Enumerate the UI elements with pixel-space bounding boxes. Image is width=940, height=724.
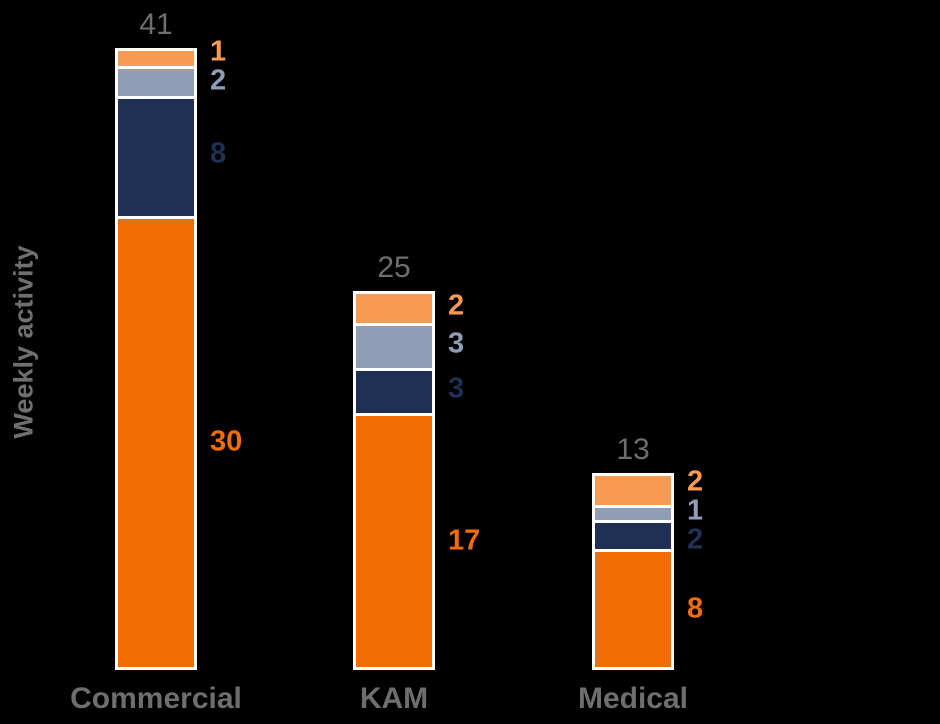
bar-segment-primary-orange — [595, 549, 671, 667]
value-label-primary-orange: 30 — [210, 425, 243, 458]
value-label-primary-orange: 8 — [687, 592, 704, 625]
total-label-commercial: 41 — [139, 7, 173, 41]
value-label-dark-navy: 3 — [448, 372, 465, 405]
bar-medical — [592, 472, 674, 670]
bar-segment-blue-gray — [356, 323, 432, 369]
bar-segment-primary-orange — [356, 413, 432, 667]
total-label-kam: 25 — [377, 250, 411, 284]
bar-segment-dark-navy — [356, 368, 432, 413]
value-label-primary-orange: 17 — [448, 524, 481, 557]
bar-segment-dark-navy — [118, 95, 194, 216]
value-label-dark-navy: 8 — [210, 137, 227, 170]
bar-commercial — [115, 47, 197, 670]
bar-segment-light-orange — [356, 293, 432, 324]
bar-segment-light-orange — [595, 475, 671, 506]
value-label-blue-gray: 2 — [210, 64, 227, 97]
category-label-commercial: Commercial — [70, 682, 242, 715]
bar-segment-blue-gray — [595, 505, 671, 520]
value-label-light-orange: 2 — [687, 465, 704, 498]
value-label-light-orange: 2 — [448, 289, 465, 322]
category-label-medical: Medical — [577, 682, 689, 715]
bar-segment-primary-orange — [118, 215, 194, 667]
y-axis-title: Weekly activity — [8, 245, 39, 439]
total-label-medical: 13 — [616, 432, 650, 466]
category-label-kam: KAM — [359, 682, 429, 715]
bar-segment-dark-navy — [595, 519, 671, 550]
value-label-blue-gray: 1 — [687, 494, 704, 527]
value-label-light-orange: 1 — [210, 35, 227, 68]
value-label-blue-gray: 3 — [448, 327, 465, 360]
value-label-dark-navy: 2 — [687, 523, 704, 556]
bar-segment-blue-gray — [118, 65, 194, 96]
bar-kam — [353, 290, 435, 670]
bar-segment-light-orange — [118, 50, 194, 66]
